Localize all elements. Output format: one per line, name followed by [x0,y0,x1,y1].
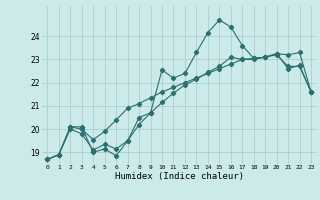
X-axis label: Humidex (Indice chaleur): Humidex (Indice chaleur) [115,172,244,181]
